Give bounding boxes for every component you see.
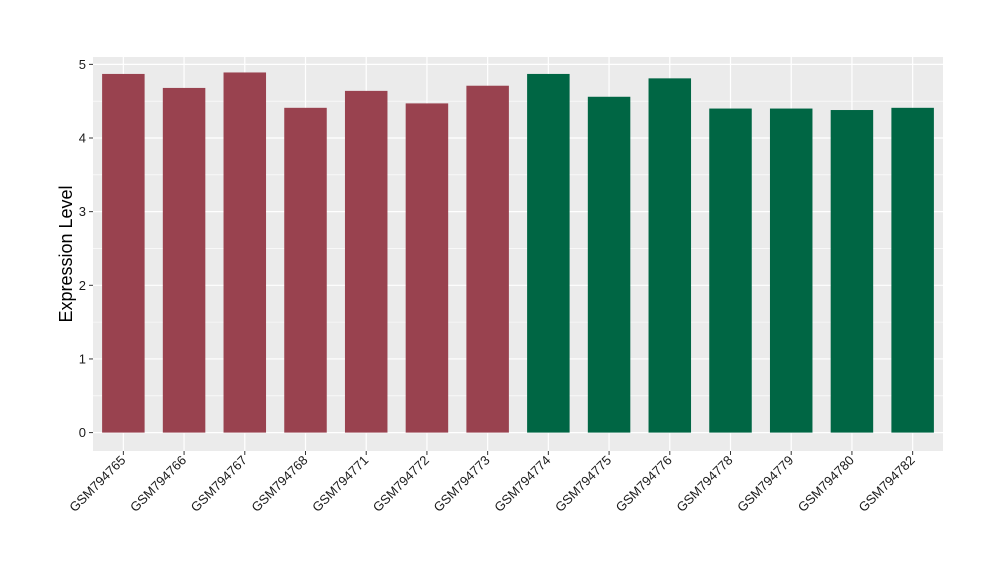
x-tick-label: GSM794778	[673, 453, 735, 515]
y-tick-label: 5	[79, 57, 86, 72]
bar-GSM794780	[830, 110, 874, 433]
bar-GSM794772	[405, 103, 449, 433]
x-tick-label: GSM794774	[491, 453, 553, 515]
x-tick-label: GSM794771	[309, 453, 371, 515]
bar-GSM794773	[466, 85, 509, 433]
bar-GSM794775	[587, 96, 631, 433]
bar-GSM794782	[891, 107, 934, 433]
x-tick-label: GSM794775	[552, 453, 614, 515]
y-tick-label: 4	[79, 131, 86, 146]
x-tick-label: GSM794776	[613, 453, 675, 515]
x-tick-label: GSM794772	[370, 453, 432, 515]
x-tick-label: GSM794773	[431, 453, 493, 515]
bar-GSM794774	[527, 73, 570, 433]
bar-GSM794778	[709, 108, 752, 433]
y-tick-label: 0	[79, 425, 86, 440]
bar-GSM794776	[648, 78, 692, 433]
plot-panel	[93, 57, 943, 451]
y-axis: 0 1 2 3 4 5	[79, 57, 93, 440]
y-tick-label: 3	[79, 204, 86, 219]
x-axis: GSM794765GSM794766GSM794767GSM794768GSM7…	[66, 451, 918, 515]
bar-GSM794766	[162, 87, 206, 433]
x-tick-label: GSM794767	[188, 453, 250, 515]
x-tick-label: GSM794768	[248, 453, 310, 515]
x-tick-label: GSM794780	[795, 453, 857, 515]
bar-GSM794767	[223, 72, 267, 433]
x-tick-label: GSM794766	[127, 453, 189, 515]
y-tick-label: 2	[79, 278, 86, 293]
y-axis-title: Expression Level	[56, 185, 76, 322]
x-tick-label: GSM794779	[734, 453, 796, 515]
bar-GSM794771	[344, 90, 388, 433]
bar-GSM794765	[102, 73, 145, 433]
y-tick-label: 1	[79, 351, 86, 366]
bar-GSM794768	[284, 107, 327, 433]
bar-GSM794779	[769, 108, 813, 433]
bars	[102, 72, 934, 433]
x-tick-label: GSM794782	[856, 453, 918, 515]
x-tick-label: GSM794765	[66, 453, 128, 515]
